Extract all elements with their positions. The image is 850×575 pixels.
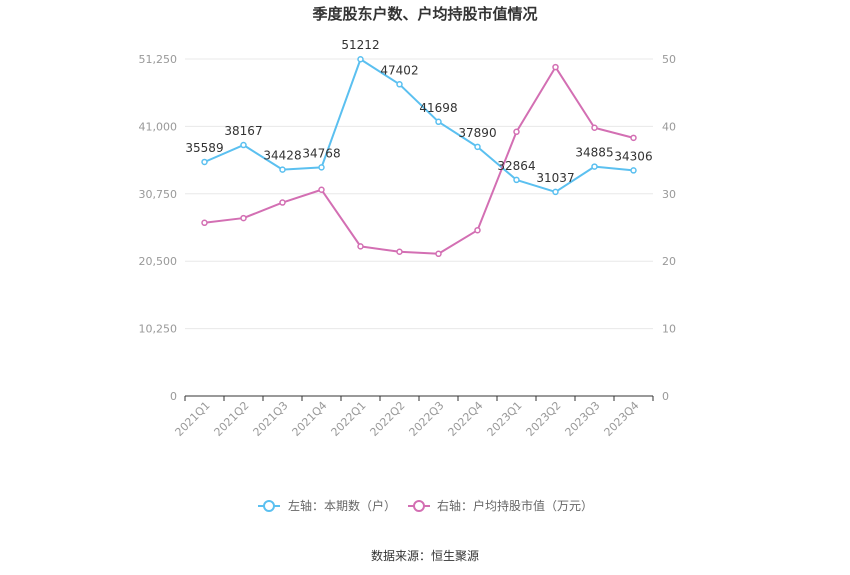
left-tick-label: 41,000 [139,120,178,133]
data-point [240,214,247,222]
x-tick-label: 2023Q1 [485,399,525,439]
data-label: 34428 [263,149,301,163]
data-point [630,134,637,142]
data-point [279,166,286,173]
data-point [201,219,208,227]
data-point [318,186,325,194]
data-point [435,250,442,258]
series-line [204,58,634,193]
data-point [591,163,598,170]
x-tick-label: 2022Q2 [368,399,408,439]
source-note: 数据来源：恒生聚源 [371,548,479,563]
x-tick-label: 2022Q3 [407,399,447,439]
data-label: 34306 [614,149,652,163]
chart-title: 季度股东户数、户均持股市值情况 [312,5,537,23]
data-point [240,141,247,149]
x-tick-label: 2021Q3 [251,399,291,439]
data-label: 41698 [419,101,457,115]
data-label: 34885 [575,146,613,160]
data-label: 35589 [185,141,223,155]
data-point [591,124,598,131]
x-tick-label: 2021Q2 [212,399,252,439]
right-tick-label: 0 [662,390,669,403]
x-tick-label: 2022Q1 [329,399,369,439]
data-point [474,226,481,234]
data-label: 47402 [380,63,418,77]
data-point [396,81,403,88]
x-tick-label: 2023Q2 [524,399,564,439]
data-point [513,176,520,184]
data-point [513,128,520,136]
data-point [396,248,403,256]
x-tick-label: 2023Q3 [563,399,603,439]
x-tick-label: 2021Q4 [290,399,330,439]
data-point [552,63,559,71]
axes: 0 0 10,250 10 20,500 20 30,750 30 41,000 40 51,250… [139,53,677,439]
x-tick-label: 2023Q4 [602,399,642,439]
legend[interactable]: 左轴：本期数（户） 右轴：户均持股市值（万元） [258,498,593,513]
data-label: 51212 [341,38,379,52]
legend-marker [263,500,275,512]
left-tick-label: 51,250 [139,53,178,66]
left-tick-label: 0 [170,390,177,403]
x-tick-label: 2022Q4 [446,399,486,439]
legend-label: 右轴：户均持股市值（万元） [437,498,593,513]
data-label: 32864 [497,159,535,173]
x-tick-label: 2021Q1 [173,399,213,439]
left-tick-label: 10,250 [139,323,178,336]
data-label: 31037 [536,171,574,185]
data-label: 37890 [458,126,496,140]
right-tick-label: 40 [662,120,676,133]
right-tick-label: 20 [662,255,676,268]
data-point [435,118,442,126]
data-point [357,55,364,63]
legend-label: 左轴：本期数（户） [288,498,396,513]
data-label: 38167 [224,124,262,138]
right-tick-label: 10 [662,323,676,336]
right-tick-label: 50 [662,53,676,66]
right-tick-label: 30 [662,188,676,201]
data-point [279,199,286,206]
left-tick-label: 20,500 [139,255,178,268]
data-point [552,188,559,196]
data-label: 34768 [302,146,340,160]
data-point [201,158,208,166]
series [201,55,637,258]
data-point [474,143,481,151]
data-point [357,243,364,250]
left-tick-label: 30,750 [139,188,178,201]
data-point [318,164,325,171]
grid [185,58,653,330]
data-point [630,167,637,174]
legend-marker [413,500,425,512]
series-line [204,66,634,255]
